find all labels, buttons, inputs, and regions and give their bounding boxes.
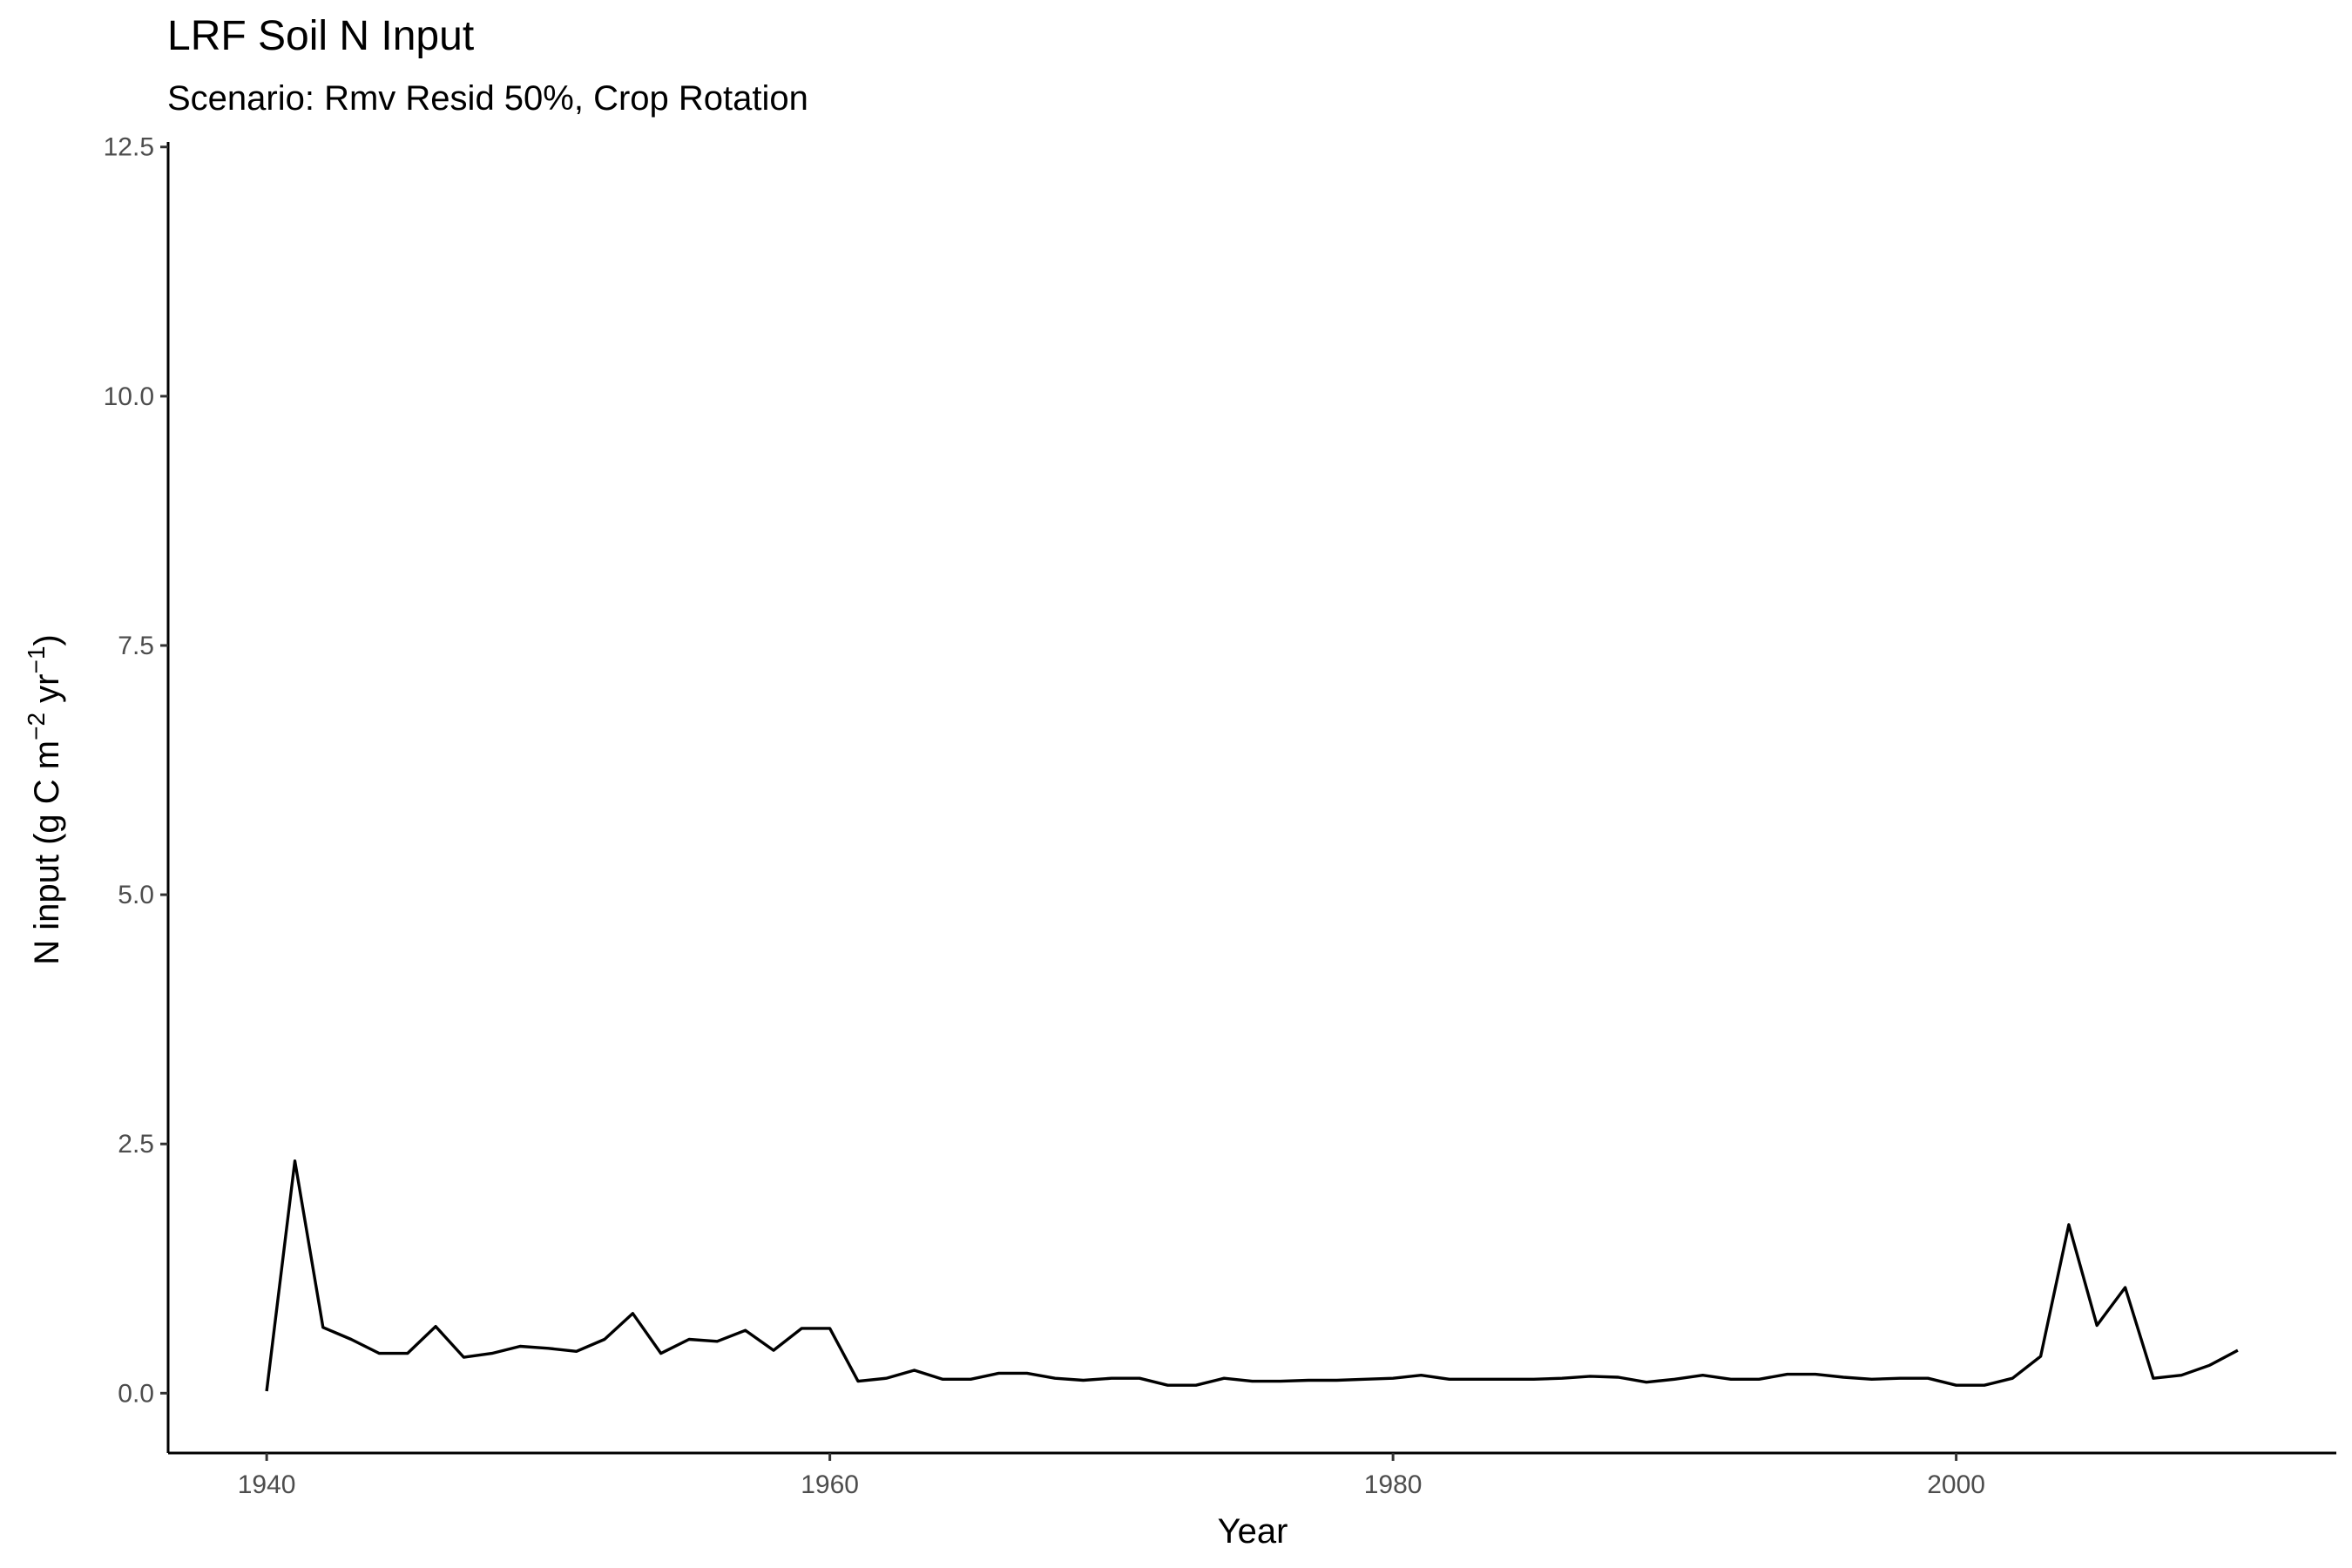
x-axis: 1940 1960 1980 2000 [168,1451,2336,1499]
y-axis-title-mid: yr [28,674,66,713]
y-axis: 0.0 2.5 5.0 7.5 10.0 12.5 [104,133,170,1453]
y-tick-label: 0.0 [118,1379,154,1408]
chart-subtitle: Scenario: Rmv Resid 50%, Crop Rotation [167,79,808,118]
chart-title: LRF Soil N Input [167,13,475,59]
x-tick-label: 1960 [801,1470,859,1499]
y-axis-title-sup2: −1 [23,646,50,674]
y-axis-title-suffix: ) [28,634,66,645]
y-tick-label: 7.5 [118,632,154,660]
y-tick-label: 5.0 [118,881,154,909]
y-axis-title-prefix: N input (g C m [28,740,66,965]
x-tick-label: 2000 [1927,1470,1985,1499]
y-axis-title: N input (g C m−2 yr−1) [23,634,66,965]
y-axis-title-sup1: −2 [23,713,50,740]
y-tick-label: 2.5 [118,1130,154,1159]
x-axis-title: Year [1218,1512,1288,1551]
x-tick-label: 1940 [238,1470,296,1499]
y-tick-label: 10.0 [104,382,154,411]
series-group [265,1159,2239,1392]
y-tick-label: 12.5 [104,133,154,162]
x-tick-label: 1980 [1364,1470,1423,1499]
series-line [265,1159,2239,1392]
